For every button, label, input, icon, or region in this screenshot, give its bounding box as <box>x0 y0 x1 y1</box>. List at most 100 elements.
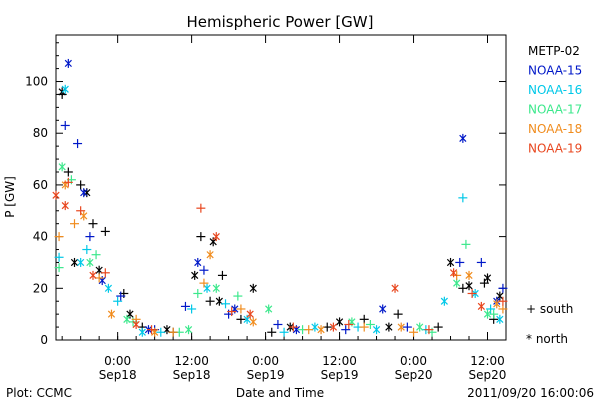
point-noaa-19-north <box>477 301 485 311</box>
point-metp-02-south <box>63 167 73 177</box>
point-noaa-17-south <box>233 291 243 301</box>
x-axis-ticks: 0:00Sep1812:00Sep180:00Sep1912:00Sep190:… <box>61 35 507 382</box>
point-noaa-16-south <box>113 296 123 306</box>
point-noaa-15-south <box>341 325 351 335</box>
point-noaa-17-north <box>58 162 66 172</box>
data-points <box>52 58 508 337</box>
point-noaa-15-north <box>459 133 467 143</box>
point-noaa-16-south <box>279 327 289 337</box>
point-noaa-19-north <box>52 190 60 200</box>
point-noaa-15-south <box>498 283 508 293</box>
point-metp-02-north <box>249 283 257 293</box>
point-noaa-16-north <box>372 325 381 335</box>
point-noaa-16-north <box>61 84 69 94</box>
point-noaa-19-south <box>100 268 110 278</box>
point-noaa-19-south <box>467 288 477 298</box>
point-noaa-18-south <box>236 304 246 314</box>
point-metp-02-north <box>335 317 344 327</box>
point-noaa-15-south <box>85 232 95 242</box>
point-noaa-15-south <box>180 301 190 311</box>
point-noaa-15-south <box>476 257 486 267</box>
point-noaa-19-north <box>61 201 69 211</box>
point-noaa-19-south <box>288 322 298 332</box>
point-noaa-18-north <box>206 250 214 260</box>
point-noaa-17-south <box>193 288 203 298</box>
x-tick-label-time: 12:00 <box>470 354 505 368</box>
point-noaa-18-south <box>409 327 419 337</box>
x-tick-label-date: Sep18 <box>99 368 137 382</box>
point-metp-02-south <box>205 296 215 306</box>
plot-frame <box>55 34 507 341</box>
point-noaa-15-south <box>199 265 209 275</box>
point-noaa-16-north <box>138 327 146 337</box>
legend-item-noaa-16: NOAA-16 <box>528 83 582 97</box>
point-noaa-18-south <box>498 304 508 314</box>
point-noaa-18-south <box>304 325 314 335</box>
point-noaa-17-north <box>483 309 492 319</box>
point-noaa-15-north <box>80 188 88 198</box>
point-noaa-19-south <box>63 177 73 187</box>
x-tick-label-date: Sep20 <box>395 368 433 382</box>
point-metp-02-south <box>479 278 489 288</box>
point-noaa-17-north <box>184 325 193 335</box>
point-noaa-17-south <box>489 309 499 319</box>
point-noaa-18-north <box>80 211 88 221</box>
point-noaa-19-north <box>329 322 338 332</box>
point-noaa-16-south <box>221 299 231 309</box>
point-noaa-18-south <box>69 219 79 229</box>
point-noaa-15-south <box>455 257 465 267</box>
point-metp-02-south <box>393 309 403 319</box>
point-noaa-16-north <box>243 314 251 324</box>
plot-timestamp: 2011/09/20 16:00:06 <box>467 386 594 400</box>
point-noaa-15-south <box>116 291 126 301</box>
point-noaa-19-north <box>89 270 97 280</box>
x-tick-label-date: Sep20 <box>469 368 507 382</box>
point-noaa-16-south <box>156 327 166 337</box>
point-noaa-19-north <box>246 309 254 319</box>
point-noaa-19-north <box>449 268 458 278</box>
x-tick-label-date: Sep19 <box>247 368 285 382</box>
x-tick-label-time: 0:00 <box>104 354 131 368</box>
point-noaa-16-north <box>496 314 504 324</box>
point-metp-02-north <box>483 273 492 283</box>
point-noaa-18-north <box>249 317 257 327</box>
point-noaa-19-south <box>147 325 157 335</box>
point-metp-02-south <box>100 226 110 236</box>
x-tick-label-time: 12:00 <box>174 354 209 368</box>
y-tick-label: 80 <box>33 126 48 140</box>
point-noaa-15-south <box>273 319 283 329</box>
point-noaa-16-north <box>104 283 113 293</box>
point-noaa-16-south <box>458 193 468 203</box>
point-noaa-18-south <box>199 278 209 288</box>
point-metp-02-north <box>496 291 504 301</box>
point-noaa-19-north <box>132 319 140 329</box>
x-tick-label-time: 0:00 <box>400 354 427 368</box>
y-tick-label: 0 <box>40 333 48 347</box>
point-metp-02-north <box>191 270 199 280</box>
point-noaa-15-south <box>60 120 70 130</box>
point-noaa-17-north <box>453 278 461 288</box>
point-noaa-19-south <box>227 307 237 317</box>
x-tick-label-time: 0:00 <box>252 354 279 368</box>
y-tick-label: 100 <box>25 75 48 89</box>
legend-item-noaa-19: NOAA-19 <box>528 142 582 156</box>
point-noaa-19-south <box>498 296 508 306</box>
point-noaa-18-south <box>359 322 369 332</box>
legend-item-noaa-18: NOAA-18 <box>528 122 582 136</box>
legend-item-metp-02: METP-02 <box>528 44 580 58</box>
point-metp-02-north <box>465 281 473 291</box>
legend-marker-south: + south <box>526 302 573 316</box>
point-metp-02-north <box>385 322 393 332</box>
point-noaa-15-south <box>402 322 412 332</box>
point-metp-02-north <box>209 237 217 247</box>
point-noaa-15-north <box>379 304 387 314</box>
point-noaa-19-south <box>76 206 86 216</box>
point-metp-02-south <box>267 327 277 337</box>
point-noaa-17-south <box>461 239 471 249</box>
y-axis-ticks: 0 20 40 60 80 100 <box>25 42 506 347</box>
point-metp-02-south <box>196 232 206 242</box>
point-noaa-16-north <box>203 283 211 293</box>
legend-item-noaa-17: NOAA-17 <box>528 103 582 117</box>
point-noaa-17-north <box>123 314 131 324</box>
